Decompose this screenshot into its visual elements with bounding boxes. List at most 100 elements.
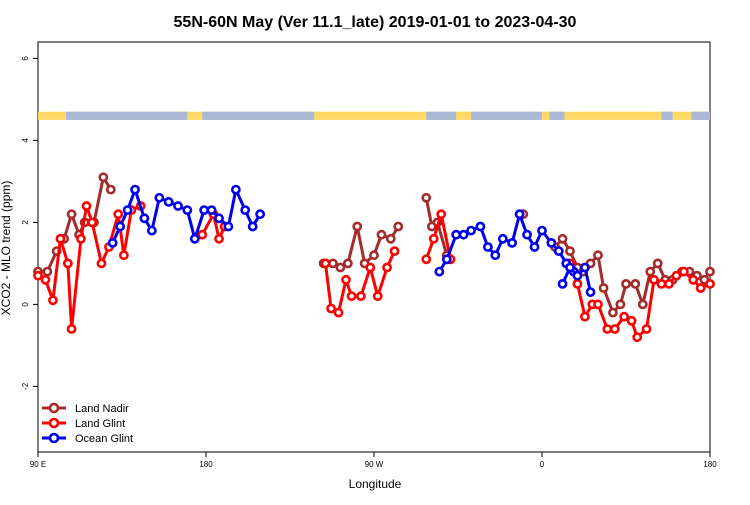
ocean-glint-point	[163, 196, 174, 207]
land-glint-point	[678, 266, 689, 277]
legend-ocean-glint-label: Ocean Glint	[75, 433, 133, 445]
land-glint-point	[695, 283, 706, 293]
land-glint-point	[619, 311, 630, 322]
land-glint-point	[40, 274, 51, 285]
land-nadir-point	[608, 307, 618, 318]
ocean-glint-point	[199, 205, 210, 215]
land-glint-point	[87, 217, 98, 228]
land-nadir-point	[557, 233, 568, 244]
legend-land-glint-marker	[48, 417, 60, 429]
y-tick-label: 4	[21, 138, 30, 143]
land-nadir-point	[376, 229, 387, 240]
ocean-glint-point	[206, 205, 217, 215]
land-nadir-point	[637, 299, 648, 310]
ocean-glint-point	[451, 229, 462, 240]
land-glint-point	[76, 233, 86, 244]
legend: Land Nadir Land Glint Ocean Glint	[42, 402, 133, 445]
land-nadir-point	[615, 299, 626, 310]
land-glint-point	[197, 229, 208, 240]
ocean-glint-point	[154, 192, 165, 203]
land-glint-point	[632, 332, 643, 343]
land-glint-point	[656, 278, 667, 289]
x-tick-label: 90 E	[30, 460, 46, 469]
series-land-glint	[33, 201, 715, 343]
land-glint-point	[81, 201, 92, 211]
land-glint-line	[200, 212, 227, 241]
ocean-glint-point	[537, 225, 547, 236]
series-layer	[33, 172, 715, 343]
x-tick-label: 90 W	[365, 460, 384, 469]
land-glint-point	[572, 278, 583, 289]
land-glint-point	[333, 307, 344, 318]
x-tick-label: 180	[703, 460, 717, 469]
land-nadir-point	[565, 246, 575, 256]
legend-land-nadir-marker	[48, 402, 60, 414]
land-glint-line	[424, 212, 453, 260]
land-glint-point	[96, 258, 107, 269]
land-nadir-point	[335, 262, 346, 273]
map-strip-ocean	[471, 111, 542, 120]
ocean-glint-point	[255, 209, 266, 220]
chart-title: 55N-60N May (Ver 11.1_late) 2019-01-01 t…	[174, 14, 577, 31]
x-tick-label: 0	[540, 460, 545, 469]
land-nadir-point	[342, 258, 353, 269]
land-glint-point	[62, 258, 73, 269]
ocean-glint-point	[482, 242, 493, 252]
land-glint-point	[55, 233, 66, 244]
land-nadir-point	[328, 258, 338, 269]
land-nadir-point	[66, 209, 77, 220]
land-nadir-point	[598, 283, 609, 293]
land-glint-point	[421, 254, 432, 265]
map-strip-ocean	[661, 111, 673, 120]
ocean-glint-point	[522, 229, 532, 240]
ocean-glint-point	[580, 262, 590, 273]
land-nadir-point	[645, 266, 656, 277]
land-nadir-point	[385, 233, 396, 244]
land-glint-point	[356, 291, 366, 302]
land-glint-point	[664, 278, 674, 289]
land-glint-point	[341, 274, 351, 285]
plot-frame	[37, 41, 711, 453]
land-nadir-point	[393, 221, 404, 232]
ocean-glint-point	[139, 213, 150, 224]
y-tick-label: 0	[21, 302, 30, 307]
ocean-glint-point	[475, 221, 486, 232]
land-glint-point	[320, 258, 331, 269]
ocean-glint-point	[507, 237, 518, 248]
ocean-glint-point	[115, 221, 126, 232]
land-nadir-point	[621, 278, 631, 289]
ocean-glint-point	[182, 205, 193, 215]
land-nadir-point	[630, 278, 641, 289]
land-glint-point	[48, 295, 58, 306]
land-glint-point	[389, 246, 400, 256]
ocean-glint-point	[189, 233, 200, 244]
land-nadir-point	[42, 266, 53, 277]
land-glint-point	[118, 250, 129, 261]
ocean-glint-point	[130, 184, 140, 195]
y-tick-label: -2	[21, 382, 30, 390]
land-glint-point	[365, 262, 376, 273]
land-glint-point	[372, 291, 383, 302]
map-strip	[38, 111, 710, 120]
ocean-glint-point	[230, 184, 241, 195]
ocean-glint-point	[458, 229, 469, 240]
land-glint-point	[705, 278, 715, 289]
land-glint-point	[649, 274, 659, 285]
land-glint-point	[671, 270, 682, 281]
ocean-glint-point	[557, 278, 568, 289]
land-glint-point	[688, 274, 699, 285]
land-glint-point	[593, 299, 603, 310]
ocean-glint-point	[434, 266, 445, 277]
land-glint-point	[113, 209, 124, 220]
land-glint-point	[602, 324, 613, 334]
land-nadir-point	[352, 221, 363, 232]
ocean-glint-point	[214, 213, 224, 224]
land-glint-point	[326, 303, 336, 314]
land-glint-point	[436, 209, 447, 220]
land-glint-point	[428, 233, 439, 244]
ocean-glint-point	[107, 237, 118, 248]
land-glint-point	[33, 270, 43, 281]
land-nadir-point	[705, 266, 715, 277]
ocean-glint-point	[546, 237, 557, 248]
